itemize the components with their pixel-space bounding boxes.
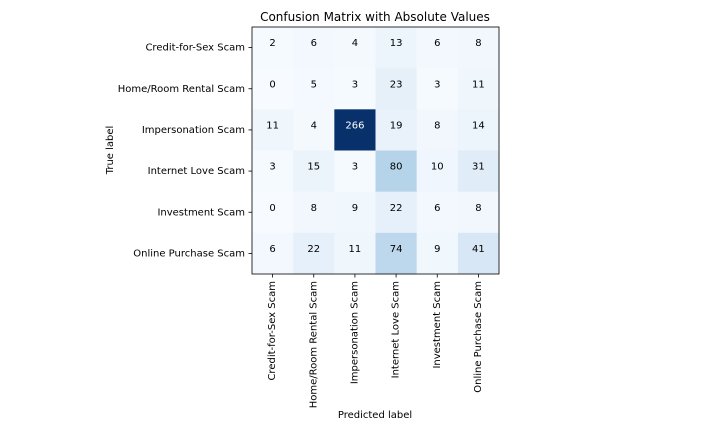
heatmap-cell xyxy=(293,150,335,192)
cell-value-label: 31 xyxy=(472,162,485,173)
cell-value-label: 13 xyxy=(390,38,403,49)
cell-value-label: 3 xyxy=(352,79,358,90)
heatmap-cell xyxy=(457,109,500,151)
chart-title: Confusion Matrix with Absolute Values xyxy=(260,10,490,24)
heatmap-cell xyxy=(457,150,500,192)
heatmap-cell xyxy=(334,191,376,234)
cell-value-label: 6 xyxy=(311,38,317,49)
heatmap-cell xyxy=(252,68,294,110)
heatmap-cell xyxy=(293,232,335,275)
cell-value-label: 80 xyxy=(390,162,403,173)
cell-value-label: 22 xyxy=(390,203,403,214)
heatmap-cell xyxy=(375,109,417,151)
cell-value-label: 41 xyxy=(472,244,485,255)
x-tick-label: Impersonation Scam xyxy=(349,281,360,384)
heatmap-cell xyxy=(375,27,417,69)
heatmap-cell xyxy=(416,27,459,69)
y-tick-label: Credit-for-Sex Scam xyxy=(145,43,245,54)
cell-value-label: 266 xyxy=(345,120,364,131)
x-axis-label: Predicted label xyxy=(338,410,412,421)
x-tick-label: Home/Room Rental Scam xyxy=(308,281,319,408)
x-tick-label: Investment Scam xyxy=(432,281,443,369)
cell-value-label: 9 xyxy=(434,244,440,255)
cell-value-label: 8 xyxy=(311,203,317,214)
heatmap-cell xyxy=(416,150,459,192)
cell-value-label: 22 xyxy=(307,244,320,255)
heatmap-cell xyxy=(334,232,376,275)
heatmap-cell xyxy=(252,150,294,192)
cell-value-label: 8 xyxy=(475,203,481,214)
heatmap-cell xyxy=(457,68,500,110)
cell-value-label: 0 xyxy=(269,79,275,90)
cell-value-label: 3 xyxy=(352,162,358,173)
cell-value-label: 6 xyxy=(269,244,275,255)
heatmap-cell xyxy=(252,27,294,69)
cell-value-label: 8 xyxy=(434,120,440,131)
heatmap-cell xyxy=(457,191,500,234)
cell-value-label: 11 xyxy=(349,244,362,255)
heatmap-cell xyxy=(375,150,417,192)
heatmap-cell xyxy=(375,191,417,234)
x-tick-label: Credit-for-Sex Scam xyxy=(267,281,278,381)
heatmap-cell xyxy=(375,68,417,110)
heatmap-cell xyxy=(416,232,459,275)
y-axis: Credit-for-Sex Scam Home/Room Rental Scam… xyxy=(118,43,252,259)
heatmap-cell xyxy=(252,191,294,234)
cell-value-label: 23 xyxy=(390,79,403,90)
cell-value-label: 11 xyxy=(266,120,279,131)
heatmap-frame xyxy=(251,26,500,275)
heatmap-cell xyxy=(293,191,335,234)
heatmap-cell xyxy=(375,232,417,275)
y-tick-label: Home/Room Rental Scam xyxy=(118,84,245,95)
cell-value-label: 74 xyxy=(390,244,403,255)
heatmap-cell xyxy=(334,68,376,110)
cell-value-label: 0 xyxy=(269,203,275,214)
y-tick-label: Investment Scam xyxy=(157,207,245,218)
heatmap-cell xyxy=(416,109,459,151)
cell-value-label: 10 xyxy=(431,162,444,173)
cell-value-label: 11 xyxy=(472,79,485,90)
cell-value-label: 8 xyxy=(475,38,481,49)
heatmap-cell xyxy=(334,150,376,192)
cell-value-label: 9 xyxy=(352,203,358,214)
cell-value-label: 2 xyxy=(269,38,275,49)
heatmap-cell xyxy=(416,68,459,110)
cell-value-label: 15 xyxy=(307,162,320,173)
x-tick-label: Internet Love Scam xyxy=(391,281,402,378)
heatmap-cell xyxy=(293,109,335,151)
heatmap-cell xyxy=(416,191,459,234)
heatmap-cell xyxy=(334,109,376,151)
cell-value-label: 19 xyxy=(390,120,403,131)
heatmap-cells xyxy=(252,27,500,275)
x-axis: Credit-for-Sex Scam Home/Room Rental Scam… xyxy=(267,274,484,408)
cell-value-label: 6 xyxy=(434,38,440,49)
y-axis-label: True label xyxy=(105,126,116,176)
cell-value-label: 3 xyxy=(434,79,440,90)
x-tick-label: Online Purchase Scam xyxy=(473,281,484,393)
heatmap-cell xyxy=(293,27,335,69)
cell-value-label: 5 xyxy=(311,79,317,90)
cell-value-label: 4 xyxy=(352,38,358,49)
cell-value-label: 3 xyxy=(269,162,275,173)
heatmap-cell xyxy=(457,27,500,69)
heatmap-cell xyxy=(334,27,376,69)
cell-value-label: 4 xyxy=(311,120,317,131)
heatmap-cell xyxy=(457,232,500,275)
cell-value-label: 14 xyxy=(472,120,485,131)
heatmap-cell xyxy=(252,232,294,275)
y-tick-label: Impersonation Scam xyxy=(142,125,245,136)
heatmap-cell xyxy=(252,109,294,151)
heatmap-cell xyxy=(293,68,335,110)
y-tick-label: Internet Love Scam xyxy=(148,166,245,177)
cell-value-label: 6 xyxy=(434,203,440,214)
y-tick-label: Online Purchase Scam xyxy=(133,248,245,259)
